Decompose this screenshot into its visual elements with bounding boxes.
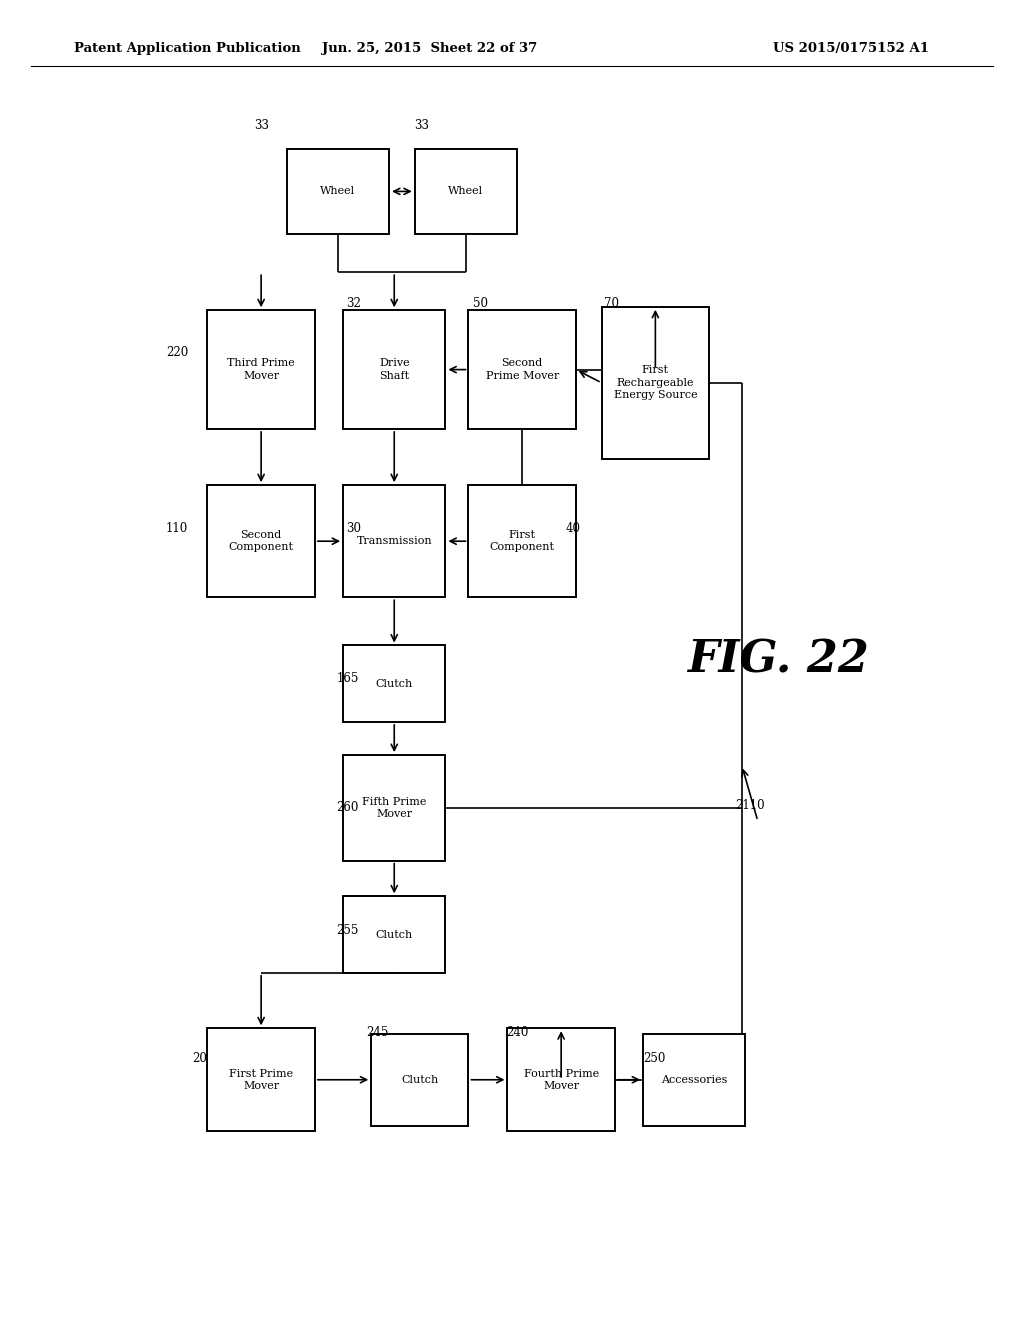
Text: FIG. 22: FIG. 22: [687, 639, 869, 681]
Bar: [469, 310, 575, 429]
Text: 30: 30: [346, 521, 361, 535]
Text: 240: 240: [506, 1026, 528, 1039]
Text: Third Prime
Mover: Third Prime Mover: [227, 359, 295, 380]
Bar: [343, 486, 445, 597]
Text: Fourth Prime
Mover: Fourth Prime Mover: [523, 1069, 599, 1090]
Text: Patent Application Publication: Patent Application Publication: [74, 42, 300, 55]
Text: 20: 20: [193, 1052, 208, 1065]
Text: 32: 32: [346, 297, 361, 310]
Text: 165: 165: [337, 672, 359, 685]
Text: 110: 110: [166, 521, 188, 535]
Text: Transmission: Transmission: [356, 536, 432, 546]
Bar: [207, 1028, 315, 1131]
Bar: [343, 310, 445, 429]
Text: 250: 250: [643, 1052, 666, 1065]
Text: First
Rechargeable
Energy Source: First Rechargeable Energy Source: [613, 366, 697, 400]
Text: 33: 33: [254, 119, 269, 132]
Text: Jun. 25, 2015  Sheet 22 of 37: Jun. 25, 2015 Sheet 22 of 37: [323, 42, 538, 55]
Text: 50: 50: [473, 297, 488, 310]
Text: Fifth Prime
Mover: Fifth Prime Mover: [362, 797, 426, 818]
Text: Clutch: Clutch: [401, 1074, 438, 1085]
Text: 40: 40: [565, 521, 581, 535]
Text: Second
Prime Mover: Second Prime Mover: [485, 359, 559, 380]
Bar: [371, 1034, 469, 1126]
Bar: [207, 310, 315, 429]
Text: 33: 33: [414, 119, 429, 132]
Bar: [343, 645, 445, 722]
Text: Second
Component: Second Component: [228, 531, 294, 552]
Text: 2110: 2110: [735, 799, 765, 812]
Bar: [508, 1028, 614, 1131]
Text: Wheel: Wheel: [449, 186, 483, 197]
Bar: [287, 149, 389, 235]
Text: First Prime
Mover: First Prime Mover: [229, 1069, 293, 1090]
Text: Drive
Shaft: Drive Shaft: [379, 359, 410, 380]
Bar: [207, 486, 315, 597]
Text: Clutch: Clutch: [376, 929, 413, 940]
Text: First
Component: First Component: [489, 531, 555, 552]
Text: 220: 220: [166, 346, 188, 359]
Text: Accessories: Accessories: [662, 1074, 727, 1085]
Text: Wheel: Wheel: [321, 186, 355, 197]
Bar: [343, 896, 445, 973]
Text: 70: 70: [604, 297, 620, 310]
Text: 255: 255: [336, 924, 358, 937]
Text: 260: 260: [336, 801, 358, 814]
Bar: [469, 486, 575, 597]
Bar: [602, 308, 709, 459]
Bar: [343, 755, 445, 861]
Text: US 2015/0175152 A1: US 2015/0175152 A1: [773, 42, 929, 55]
Bar: [643, 1034, 745, 1126]
Text: 245: 245: [367, 1026, 389, 1039]
Bar: [415, 149, 517, 235]
Text: Clutch: Clutch: [376, 678, 413, 689]
